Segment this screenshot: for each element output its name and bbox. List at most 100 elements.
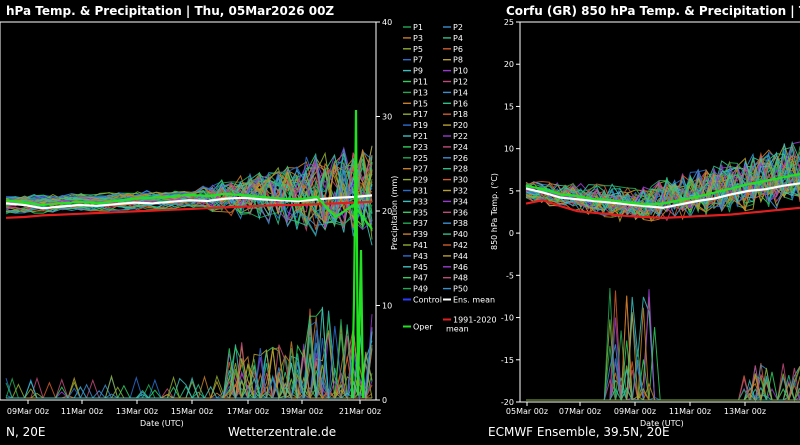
legend-member-label: P31 (413, 187, 428, 196)
left-x-tick-label: 15Mar 00z (171, 407, 213, 416)
right-y-axis-label: 850 hPa Temp. (°C) (490, 173, 499, 250)
legend-member-label: P38 (453, 219, 468, 228)
right-x-tick-label: 09Mar 00z (614, 407, 656, 416)
legend-member-label: P47 (413, 274, 428, 283)
left-x-axis-label: Date (UTC) (140, 419, 184, 428)
right-ensemble-member-line (525, 140, 800, 211)
right-x-tick-label: 13Mar 00z (724, 407, 766, 416)
legend-member-label: P20 (453, 121, 468, 130)
legend-member-label: P14 (453, 88, 468, 97)
legend-ens-mean-label: Ens. mean (453, 296, 495, 305)
legend-member-label: P33 (413, 197, 428, 206)
left-precip-tick-label: 30 (382, 113, 392, 122)
legend-member-label: P30 (453, 176, 468, 185)
right-chart-title: Corfu (GR) 850 hPa Temp. & Precipitation… (506, 4, 800, 18)
legend-member-label: P1 (413, 23, 423, 32)
legend-member-label: P39 (413, 230, 428, 239)
left-precip-axis: 0 10 20 30 40 (376, 18, 392, 405)
right-x-tick-label: 05Mar 00z (506, 407, 548, 416)
legend-member-label: P16 (453, 99, 468, 108)
legend-control-label: Control (413, 296, 442, 305)
right-y-axis: 25 20 15 10 5 0 -5 -10 -15 -20 (501, 18, 520, 407)
left-precip-tick-label: 10 (382, 302, 392, 311)
legend-member-label: P8 (453, 56, 463, 65)
legend-member-label: P17 (413, 110, 428, 119)
legend-member-label: P21 (413, 132, 428, 141)
right-y-tick-label: 5 (509, 187, 514, 196)
left-x-tick-label: 21Mar 00z (339, 407, 381, 416)
legend-member-label: P18 (453, 110, 468, 119)
left-x-axis: 09Mar 00z 11Mar 00z 13Mar 00z 15Mar 00z 17Ma… (7, 400, 381, 416)
left-main-series (5, 109, 373, 399)
legend-member-label: P10 (453, 67, 468, 76)
legend-member-label: P36 (453, 208, 468, 217)
legend-oper-label: Oper (413, 323, 433, 332)
right-chart: Corfu (GR) 850 hPa Temp. & Precipitation… (488, 4, 800, 439)
legend-member-label: P43 (413, 252, 428, 261)
left-chart-title: hPa Temp. & Precipitation | Thu, 05Mar20… (6, 4, 334, 18)
legend-member-label: P4 (453, 34, 463, 43)
legend-member-label: P7 (413, 56, 423, 65)
left-series-line (5, 194, 373, 210)
legend-member-label: P5 (413, 45, 423, 54)
legend-member-label: P2 (453, 23, 463, 32)
legend-member-label: P28 (453, 165, 468, 174)
legend-member-label: P45 (413, 263, 428, 272)
legend-climate-label-2: mean (446, 325, 469, 334)
right-ensemble-member-line (526, 146, 800, 207)
legend-member-label: P29 (413, 176, 428, 185)
left-footer-location: N, 20E (6, 425, 45, 439)
legend-member-label: P13 (413, 88, 428, 97)
right-x-tick-label: 07Mar 00z (559, 407, 601, 416)
right-y-tick-label: 10 (504, 145, 514, 154)
legend-member-label: P32 (453, 187, 468, 196)
legend-member-label: P48 (453, 274, 468, 283)
legend-member-label: P40 (453, 230, 468, 239)
legend-member-label: P23 (413, 143, 428, 152)
right-series-line (525, 199, 800, 220)
left-footer-source: Wetterzentrale.de (228, 425, 336, 439)
legend-member-label: P3 (413, 34, 423, 43)
right-y-tick-label: -10 (501, 314, 514, 323)
legend-member-label: P24 (453, 143, 468, 152)
left-oper-precip-spike (350, 109, 365, 399)
left-x-tick-label: 13Mar 00z (116, 407, 158, 416)
right-x-tick-label: 11Mar 00z (669, 407, 711, 416)
left-ensemble-member-line (5, 169, 373, 237)
legend-member-label: P35 (413, 208, 428, 217)
left-precip-tick-label: 20 (382, 207, 392, 216)
legend-member-label: P44 (453, 252, 468, 261)
right-ensemble-member-line (525, 159, 800, 213)
left-precip-tick-label: 0 (382, 396, 387, 405)
legend-member-label: P34 (453, 197, 468, 206)
right-precip-lines (526, 287, 800, 402)
right-footer: ECMWF Ensemble, 39.5N, 20E (488, 425, 670, 439)
left-ensemble-member-line (5, 167, 373, 221)
legend-member-label: P15 (413, 99, 428, 108)
left-x-tick-label: 11Mar 00z (61, 407, 103, 416)
right-y-tick-label: 25 (504, 18, 514, 27)
legend-member-label: P6 (453, 45, 463, 54)
right-x-axis: 05Mar 00z 07Mar 00z 09Mar 00z 11Mar 00z 13Ma… (506, 402, 766, 416)
right-main-series (525, 172, 800, 220)
right-ensemble-member-line (525, 167, 800, 219)
right-series-line (525, 172, 800, 206)
right-y-tick-label: -5 (506, 271, 514, 280)
legend-climate-label: 1991-2020 (453, 316, 497, 325)
left-x-tick-label: 09Mar 00z (7, 407, 49, 416)
left-precip-tick-label: 40 (382, 18, 392, 27)
left-precip-lines (5, 306, 373, 400)
left-ensemble-member-line (5, 163, 373, 228)
legend-member-label: P25 (413, 154, 428, 163)
legend-member-label: P49 (413, 285, 428, 294)
right-y-tick-label: 0 (509, 229, 514, 238)
right-y-tick-label: 20 (504, 60, 514, 69)
legend-member-label: P11 (413, 78, 428, 87)
right-plot-frame (519, 21, 800, 403)
legend-member-label: P27 (413, 165, 428, 174)
right-x-axis-label: Date (UTC) (640, 419, 684, 428)
left-series-line (5, 192, 373, 230)
legend-member-label: P12 (453, 78, 468, 87)
legend-member-label: P42 (453, 241, 468, 250)
